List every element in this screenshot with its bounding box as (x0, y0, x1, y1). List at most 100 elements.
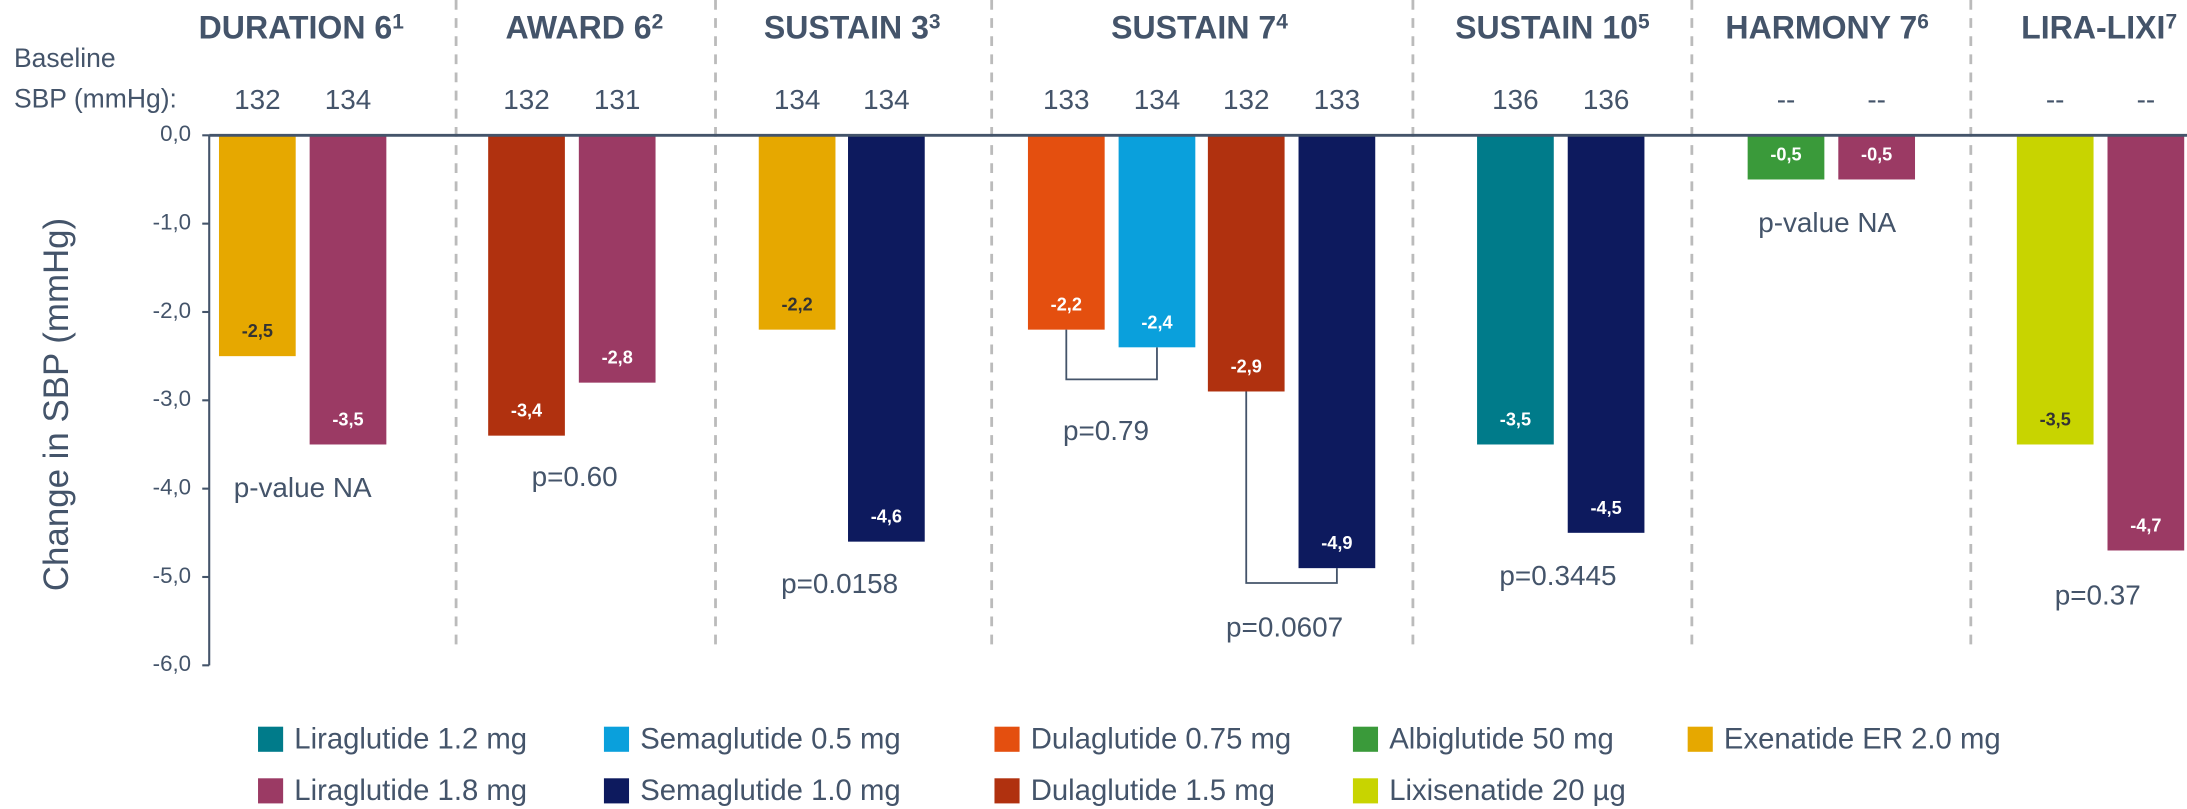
group-title: DURATION 61 (199, 10, 405, 46)
legend-swatch (603, 726, 630, 752)
p-value: p=0.0158 (781, 568, 898, 599)
value-label: -2,5 (242, 321, 273, 341)
group-title: HARMONY 76 (1725, 10, 1928, 46)
value-label: -0,5 (1770, 145, 1801, 165)
group-title: SUSTAIN 105 (1455, 10, 1650, 46)
group-title-sup: 3 (929, 10, 941, 33)
legend-label: Semaglutide 1.0 mg (640, 774, 900, 807)
legend-label: Semaglutide 0.5 mg (640, 722, 900, 755)
group-title-text: LIRA-LIXI (2021, 10, 2165, 46)
legend-swatch (994, 726, 1020, 752)
group-title-sup: 2 (652, 10, 664, 33)
baseline-value: 132 (1223, 84, 1270, 115)
value-label: -3,4 (511, 401, 542, 421)
group-title: LIRA-LIXI7 (2021, 10, 2177, 46)
value-label: -2,2 (781, 295, 812, 315)
value-label: -4,7 (2130, 516, 2161, 536)
bar (1298, 135, 1376, 569)
baseline-value: 131 (594, 84, 641, 115)
group-title: AWARD 62 (506, 10, 664, 46)
baseline-value: 136 (1583, 84, 1630, 115)
baseline-value: 132 (234, 84, 281, 115)
value-label: -2,9 (1231, 357, 1262, 377)
bar (578, 135, 656, 383)
baseline-value: 134 (863, 84, 910, 115)
value-label: -2,8 (602, 348, 633, 368)
legend-label: Liraglutide 1.8 mg (294, 774, 527, 807)
group-title-sup: 5 (1638, 10, 1650, 33)
value-label: -2,2 (1051, 295, 1082, 315)
bar (218, 135, 296, 357)
group-title-sup: 7 (2165, 10, 2177, 33)
legend-label: Exenatide ER 2.0 mg (1724, 722, 2001, 755)
p-value: p=0.37 (2055, 579, 2141, 610)
value-label: -2,4 (1141, 312, 1172, 332)
group-title-sup: 1 (392, 10, 404, 33)
baseline-value: 134 (774, 84, 821, 115)
baseline-value: -- (1777, 84, 1796, 115)
group-title-sup: 6 (1917, 10, 1929, 33)
y-tick-label: 0,0 (160, 121, 191, 146)
baseline-label: Baseline (14, 43, 116, 73)
legend-swatch (1352, 778, 1379, 804)
y-tick-label: -1,0 (153, 210, 191, 235)
baseline-value: 136 (1492, 84, 1539, 115)
p-value: p=0.60 (532, 461, 618, 492)
bar (1567, 135, 1645, 533)
baseline-label: SBP (mmHg): (14, 83, 177, 113)
y-tick-label: -3,0 (153, 386, 191, 411)
group-title-text: SUSTAIN 10 (1455, 10, 1638, 46)
bar (309, 135, 387, 445)
legend-swatch (1352, 726, 1379, 752)
baseline-value: -- (2137, 84, 2156, 115)
value-label: -3,5 (332, 410, 363, 430)
group-title-text: SUSTAIN 7 (1111, 10, 1276, 46)
baseline-value: 134 (325, 84, 372, 115)
group-title-text: HARMONY 7 (1725, 10, 1917, 46)
baseline-value: 133 (1043, 84, 1090, 115)
legend-label: Liraglutide 1.2 mg (294, 722, 527, 755)
p-value: p=0.3445 (1499, 560, 1616, 591)
p-value: p-value NA (1758, 207, 1896, 238)
y-tick-label: -5,0 (153, 563, 191, 588)
group-title-sup: 4 (1276, 10, 1288, 33)
value-label: -4,5 (1590, 498, 1621, 518)
group-title: SUSTAIN 33 (764, 10, 941, 46)
legend-label: Albiglutide 50 mg (1389, 722, 1614, 755)
group-title: SUSTAIN 74 (1111, 10, 1288, 46)
value-label: -4,9 (1321, 533, 1352, 553)
bar (1207, 135, 1285, 392)
bar (1118, 135, 1196, 348)
y-tick-label: -6,0 (153, 651, 191, 676)
baseline-value: -- (2046, 84, 2065, 115)
y-tick-label: -2,0 (153, 298, 191, 323)
value-label: -3,5 (1500, 410, 1531, 430)
value-label: -0,5 (1861, 145, 1892, 165)
value-label: -4,6 (871, 507, 902, 527)
legend-swatch (258, 778, 284, 804)
group-title-text: AWARD 6 (506, 10, 652, 46)
legend-swatch (603, 778, 630, 804)
baseline-value: 133 (1314, 84, 1361, 115)
legend-label: Lixisenatide 20 µg (1389, 774, 1626, 807)
bar (488, 135, 565, 436)
group-title-text: DURATION 6 (199, 10, 393, 46)
baseline-value: 132 (503, 84, 550, 115)
legend-label: Dulaglutide 1.5 mg (1031, 774, 1275, 807)
bar (848, 135, 925, 542)
p-value: p-value NA (234, 472, 372, 503)
bar (758, 135, 836, 330)
baseline-value: -- (1867, 84, 1886, 115)
legend-label: Dulaglutide 0.75 mg (1031, 722, 1291, 755)
p-value: p=0.79 (1063, 415, 1149, 446)
bar (1027, 135, 1105, 330)
y-tick-label: -4,0 (153, 475, 191, 500)
bar (1838, 135, 1916, 180)
group-title-text: SUSTAIN 3 (764, 10, 929, 46)
p-value: p=0.0607 (1226, 611, 1343, 642)
comparison-bracket (1065, 329, 1158, 381)
bar (1747, 135, 1825, 180)
legend-swatch (1687, 726, 1713, 752)
